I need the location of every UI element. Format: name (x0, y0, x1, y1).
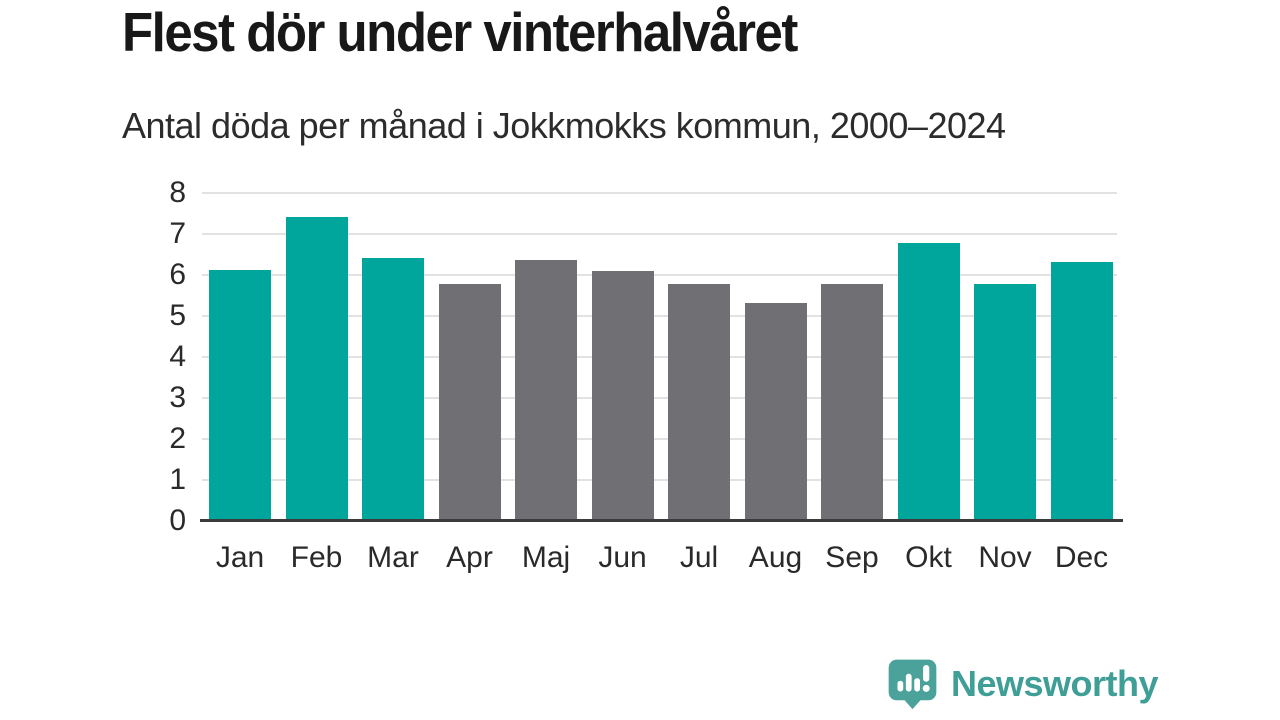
y-tick-label-1: 1 (169, 463, 186, 496)
gridline-y6 (202, 274, 1117, 276)
x-tick-label-jul: Jul (679, 541, 719, 574)
bar-jul (668, 283, 730, 521)
y-tick-label-3: 3 (169, 381, 186, 414)
x-tick-label-jan: Jan (215, 541, 265, 574)
x-tick-label-dec: Dec (1054, 541, 1109, 574)
y-tick-label-6: 6 (169, 258, 186, 291)
plot-area (202, 192, 1117, 521)
x-tick-label-aug: Aug (748, 541, 803, 574)
bar-dec (1050, 261, 1113, 521)
gridline-y4 (202, 356, 1117, 358)
bar-feb (285, 216, 348, 521)
gridline-y2 (202, 438, 1117, 440)
x-tick-label-mar: Mar (367, 541, 419, 574)
x-tick-label-feb: Feb (290, 541, 343, 574)
x-tick-label-nov: Nov (978, 541, 1032, 574)
gridline-y3 (202, 397, 1117, 399)
bar-jun (591, 271, 654, 521)
y-tick-label-4: 4 (169, 340, 186, 373)
newsworthy-logo-icon (886, 657, 939, 710)
y-tick-label-7: 7 (169, 217, 186, 250)
bar-apr (438, 283, 501, 521)
y-tick-label-5: 5 (169, 299, 186, 332)
y-tick-label-8: 8 (169, 176, 186, 209)
gridline-y8 (202, 192, 1117, 194)
y-tick-label-0: 0 (169, 504, 186, 537)
gridline-y7 (202, 233, 1117, 235)
y-tick-label-2: 2 (169, 422, 186, 455)
x-tick-label-sep: Sep (825, 541, 879, 574)
brand-name: Newsworthy (950, 662, 1159, 704)
bar-okt (897, 243, 960, 521)
bar-jan (209, 269, 271, 521)
brand-footer: Newsworthy (886, 657, 1159, 710)
gridline-y1 (202, 479, 1117, 481)
bar-sep (821, 283, 883, 521)
x-tick-label-maj: Maj (521, 541, 571, 574)
bar-aug (744, 303, 807, 521)
x-tick-label-apr: Apr (446, 541, 493, 574)
x-axis-line (200, 519, 1123, 522)
chart-title: Flest dör under vinterhalvåret (122, 1, 798, 63)
x-tick-label-jun: Jun (598, 541, 647, 574)
bar-maj (515, 260, 577, 521)
bar-nov (974, 284, 1036, 521)
gridline-y5 (202, 315, 1117, 317)
x-tick-label-okt: Okt (905, 541, 952, 574)
chart-subtitle: Antal döda per månad i Jokkmokks kommun,… (122, 105, 1006, 146)
bar-mar (362, 257, 424, 521)
